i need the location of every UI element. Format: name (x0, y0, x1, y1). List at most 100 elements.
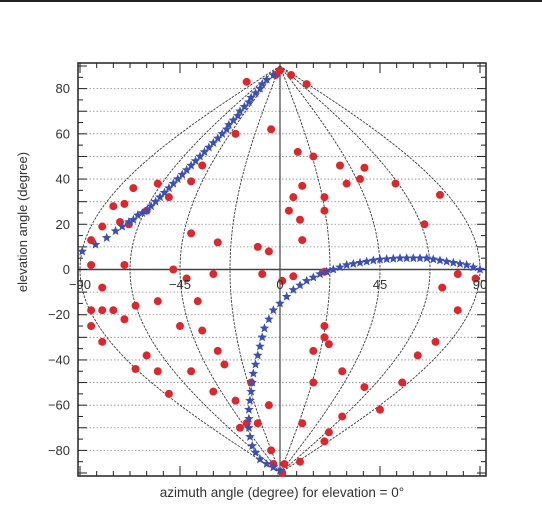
red-point (98, 222, 107, 231)
blue-star-point (315, 269, 325, 279)
red-point (198, 161, 207, 170)
blue-star-point (261, 458, 272, 468)
blue-star-point (395, 253, 405, 263)
blue-star-point (213, 133, 223, 143)
red-point (87, 260, 96, 269)
blue-star-point (375, 254, 385, 264)
red-point (309, 152, 318, 161)
blue-star-point (221, 124, 232, 134)
blue-star-point (146, 201, 156, 211)
blue-star-point (137, 207, 147, 218)
red-point (131, 301, 140, 310)
red-point (431, 337, 440, 346)
red-point (120, 199, 129, 208)
red-point (109, 202, 118, 211)
blue-star-point (235, 106, 245, 116)
blue-star-point (133, 210, 143, 220)
blue-star-point (245, 431, 255, 441)
blue-star-point (244, 413, 254, 423)
blue-star-point (308, 272, 319, 282)
red-point (231, 129, 240, 138)
blue-star-point (141, 205, 152, 215)
red-point (398, 378, 407, 387)
blue-star-point (186, 160, 196, 170)
gridlines (79, 88, 485, 451)
red-point (264, 401, 273, 410)
blue-star-point (428, 254, 439, 264)
blue-star-point (77, 246, 87, 256)
y-tick-label: 40 (56, 172, 70, 187)
y-tick-label: −60 (48, 398, 70, 413)
red-point (320, 437, 329, 446)
red-point (209, 387, 218, 396)
y-tick-label: −40 (48, 352, 70, 367)
red-point (438, 283, 447, 292)
y-tick-label: 80 (56, 81, 70, 96)
blue-star-point (268, 462, 279, 472)
blue-star-point (228, 115, 239, 125)
blue-star-point (401, 253, 412, 263)
red-point (360, 163, 369, 172)
blue-star-point (155, 192, 165, 202)
blue-star-point (159, 187, 170, 197)
blue-star-point (348, 258, 359, 268)
red-point (287, 71, 296, 80)
blue-star-point (253, 350, 263, 360)
red-point (98, 306, 107, 315)
blue-star-point (355, 257, 365, 267)
red-point (236, 423, 244, 432)
red-point (324, 428, 333, 437)
red-point (278, 276, 287, 285)
red-point (289, 272, 298, 281)
red-point (376, 405, 384, 414)
red-point (187, 367, 196, 376)
blue-star-point (257, 79, 267, 89)
blue-star-point (244, 422, 254, 432)
red-point (182, 274, 191, 283)
blue-star-point (244, 404, 254, 414)
red-point (209, 270, 218, 279)
blue-star-point (441, 256, 452, 266)
blue-star-point (245, 395, 255, 405)
blue-star-point (246, 92, 256, 102)
blue-star-point (247, 377, 257, 387)
red-point (267, 446, 276, 455)
blue-star-point (110, 226, 121, 236)
red-point (87, 306, 96, 315)
red-point (242, 77, 251, 86)
meridian-curve (79, 65, 281, 474)
blue-star-point (255, 454, 265, 464)
red-point (187, 177, 196, 186)
blue-star-point (195, 151, 205, 161)
red-point (284, 206, 293, 215)
y-tick-label: 20 (56, 217, 70, 232)
blue-star-point (475, 264, 485, 274)
red-point (213, 346, 222, 355)
blue-star-point (128, 214, 139, 224)
blue-star-point (448, 257, 459, 267)
red-point (309, 378, 318, 387)
red-point (264, 247, 273, 256)
meridian-curve (279, 65, 331, 474)
red-point (320, 193, 329, 202)
blue-star-point (150, 196, 161, 206)
red-point (436, 190, 444, 199)
blue-star-point (217, 128, 227, 138)
red-point (342, 179, 351, 188)
red-point (298, 419, 307, 428)
x-axis-label: azimuth angle (degree) for elevation = 0… (160, 485, 404, 500)
blue-star-point (281, 291, 292, 301)
x-tick-label: 90 (473, 277, 487, 292)
blue-star-point (268, 70, 279, 80)
blue-star-point (461, 259, 472, 270)
red-point (280, 459, 289, 468)
blue-star-point (335, 262, 345, 272)
red-point (253, 242, 262, 251)
red-point (413, 351, 422, 360)
blue-star-point (468, 262, 479, 272)
red-point (320, 206, 329, 215)
blue-star-point (168, 178, 179, 188)
red-point (153, 179, 162, 188)
red-point (289, 193, 298, 202)
red-point (109, 306, 118, 315)
